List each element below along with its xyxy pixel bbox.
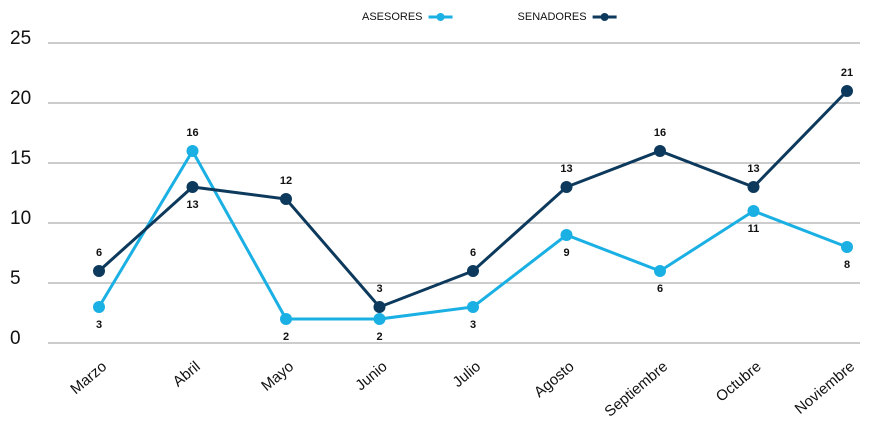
data-label: 16 [654,127,666,139]
x-tick-label: Agosto [531,358,578,401]
point [186,181,199,193]
point [467,301,479,313]
data-label: 3 [376,283,382,295]
x-tick-label: Marzo [67,358,110,398]
point [560,181,573,193]
legend-label: ASESORES [362,11,423,23]
point [280,313,292,325]
point [747,205,760,217]
point [373,301,386,313]
data-label: 6 [96,247,102,259]
data-label: 2 [283,331,289,343]
x-tick-label: Julio [450,358,485,391]
point [747,181,760,193]
point [654,145,666,157]
x-tick-label: Mayo [258,358,297,395]
data-label: 8 [844,259,850,271]
data-label: 6 [657,283,663,295]
point [841,241,853,253]
data-label: 16 [186,127,198,139]
data-label: 6 [470,247,476,259]
data-label: 2 [376,331,382,343]
y-tick-label: 10 [10,208,31,229]
series-line [97,148,848,321]
point [841,85,853,97]
point [93,301,105,313]
data-label: 13 [560,163,572,175]
x-tick-label: Octubre [713,358,765,405]
data-label: 9 [563,247,569,259]
data-label: 13 [186,199,198,211]
x-tick-label: Septiembre [601,358,671,420]
data-label: 3 [96,319,102,331]
legend-marker [600,13,609,21]
data-label: 12 [280,175,292,187]
data-label: 13 [747,163,759,175]
x-tick-label: Abril [170,358,204,390]
point [467,265,479,277]
point [186,145,199,157]
legend-marker [436,13,445,21]
point [560,229,573,241]
point [654,265,666,277]
point [93,265,105,277]
data-label: 21 [841,67,853,79]
data-label: 11 [748,223,760,235]
y-tick-label: 0 [10,328,21,349]
data-label: 3 [470,319,476,331]
x-tick-label: Noviembre [792,358,858,418]
y-tick-label: 5 [10,268,21,289]
y-tick-label: 15 [10,148,31,169]
y-tick-label: 20 [10,88,31,109]
point [280,193,292,205]
point [373,313,386,325]
y-tick-label: 25 [10,28,31,49]
x-tick-label: Junio [352,358,390,394]
legend-label: SENADORES [518,11,587,23]
